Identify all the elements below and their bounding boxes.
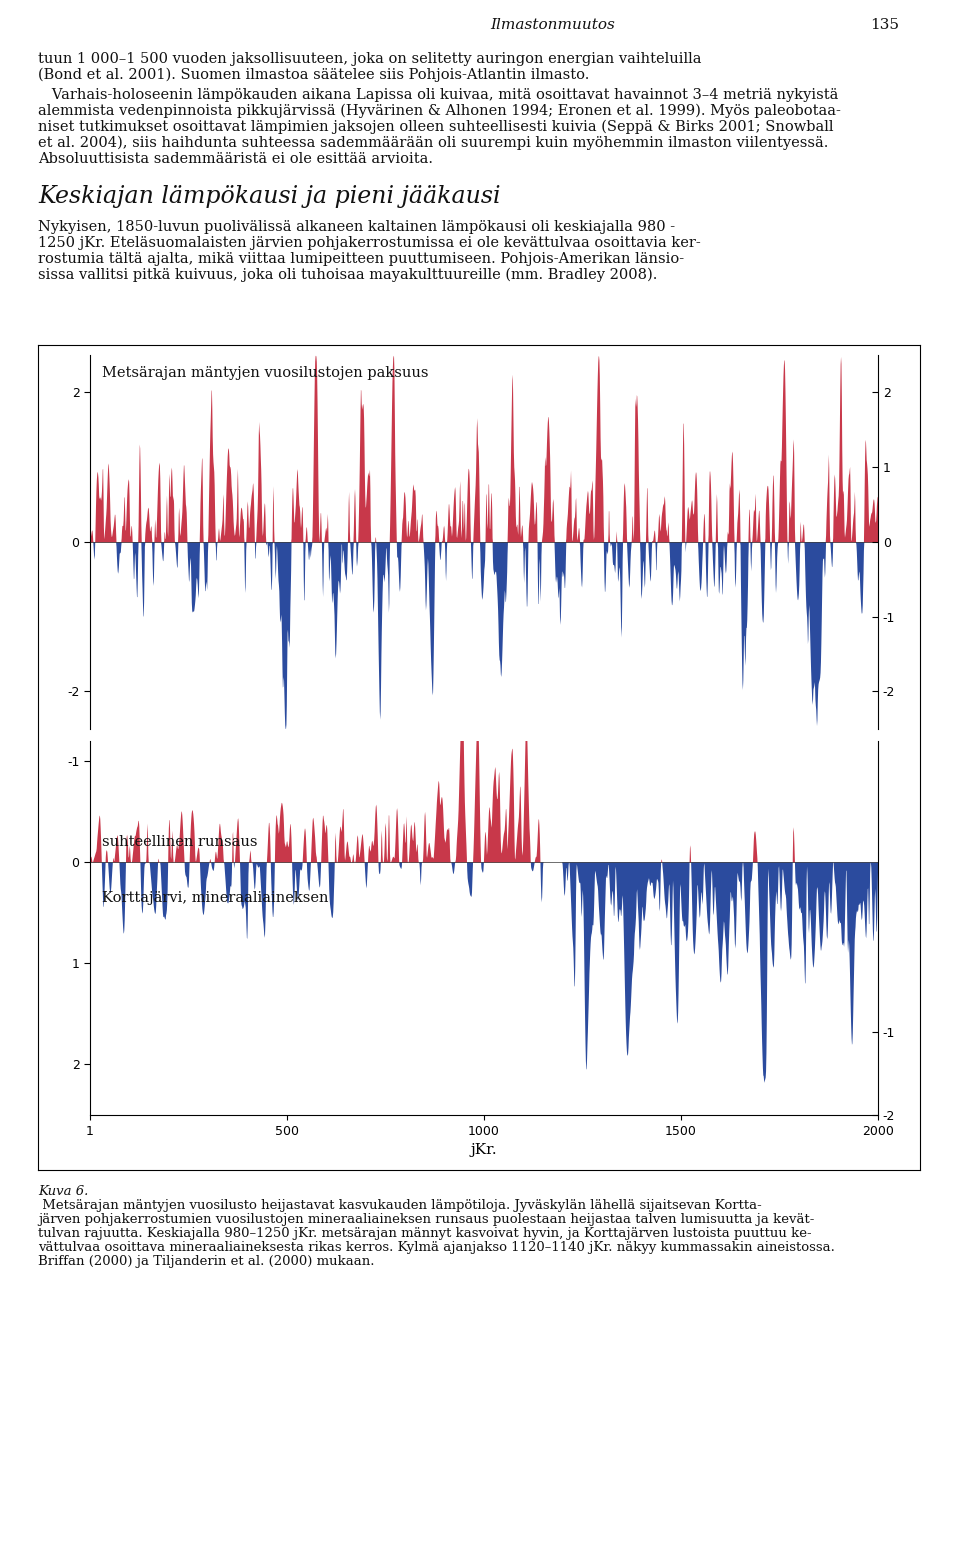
Text: Nykyisen, 1850-luvun puolivälissä alkaneen kaltainen lämpökausi oli keskiajalla : Nykyisen, 1850-luvun puolivälissä alkane…: [38, 220, 675, 234]
Text: suhteellinen runsaus: suhteellinen runsaus: [102, 835, 257, 849]
Text: 135: 135: [870, 19, 899, 31]
Text: Ilmastonmuutos: Ilmastonmuutos: [490, 19, 614, 31]
Text: (Bond et al. 2001). Suomen ilmastoa säätelee siis Pohjois-Atlantin ilmasto.: (Bond et al. 2001). Suomen ilmastoa säät…: [38, 69, 589, 83]
Text: Varhais-holoseenin lämpökauden aikana Lapissa oli kuivaa, mitä osoittavat havain: Varhais-holoseenin lämpökauden aikana La…: [38, 87, 838, 101]
Text: Korttajärvi, mineraaliaineksen: Korttajärvi, mineraaliaineksen: [102, 891, 328, 905]
Text: järven pohjakerrostumien vuosilustojen mineraaliaineksen runsaus puolestaan heij: järven pohjakerrostumien vuosilustojen m…: [38, 1213, 814, 1225]
Text: alemmista vedenpinnoista pikkujärvissä (Hyvärinen & Alhonen 1994; Eronen et al. : alemmista vedenpinnoista pikkujärvissä (…: [38, 105, 841, 119]
Text: Keskiajan lämpökausi ja pieni jääkausi: Keskiajan lämpökausi ja pieni jääkausi: [38, 186, 500, 208]
Text: Briffan (2000) ja Tiljanderin et al. (2000) mukaan.: Briffan (2000) ja Tiljanderin et al. (20…: [38, 1255, 374, 1268]
Text: Absoluuttisista sademmääristä ei ole esittää arvioita.: Absoluuttisista sademmääristä ei ole esi…: [38, 151, 433, 165]
Text: 1250 jKr. Eteläsuomalaisten järvien pohjakerrostumissa ei ole kevättulvaa osoitt: 1250 jKr. Eteläsuomalaisten järvien pohj…: [38, 236, 701, 250]
Text: Metsärajan mäntyjen vuosilusto heijastavat kasvukauden lämpötiloja. Jyväskylän l: Metsärajan mäntyjen vuosilusto heijastav…: [38, 1199, 761, 1211]
Text: rostumia tältä ajalta, mikä viittaa lumipeitteen puuttumiseen. Pohjois-Amerikan : rostumia tältä ajalta, mikä viittaa lumi…: [38, 251, 684, 265]
Text: et al. 2004), siis haihdunta suhteessa sademmäärään oli suurempi kuin myöhemmin : et al. 2004), siis haihdunta suhteessa s…: [38, 136, 828, 150]
Text: niset tutkimukset osoittavat lämpimien jaksojen olleen suhteellisesti kuivia (Se: niset tutkimukset osoittavat lämpimien j…: [38, 120, 833, 134]
Text: sissa vallitsi pitkä kuivuus, joka oli tuhoisaa mayakulttuureille (mm. Bradley 2: sissa vallitsi pitkä kuivuus, joka oli t…: [38, 268, 658, 283]
Text: Metsärajan mäntyjen vuosilustojen paksuus: Metsärajan mäntyjen vuosilustojen paksuu…: [102, 367, 428, 381]
Text: vättulvaa osoittava mineraaliaineksesta rikas kerros. Kylmä ajanjakso 1120–1140 : vättulvaa osoittava mineraaliaineksesta …: [38, 1241, 835, 1253]
X-axis label: jKr.: jKr.: [470, 1143, 497, 1157]
Text: tulvan rajuutta. Keskiajalla 980–1250 jKr. metsärajan männyt kasvoivat hyvin, ja: tulvan rajuutta. Keskiajalla 980–1250 jK…: [38, 1227, 811, 1239]
Text: tuun 1 000–1 500 vuoden jaksollisuuteen, joka on selitetty auringon energian vai: tuun 1 000–1 500 vuoden jaksollisuuteen,…: [38, 52, 702, 66]
Text: Kuva 6.: Kuva 6.: [38, 1185, 88, 1197]
